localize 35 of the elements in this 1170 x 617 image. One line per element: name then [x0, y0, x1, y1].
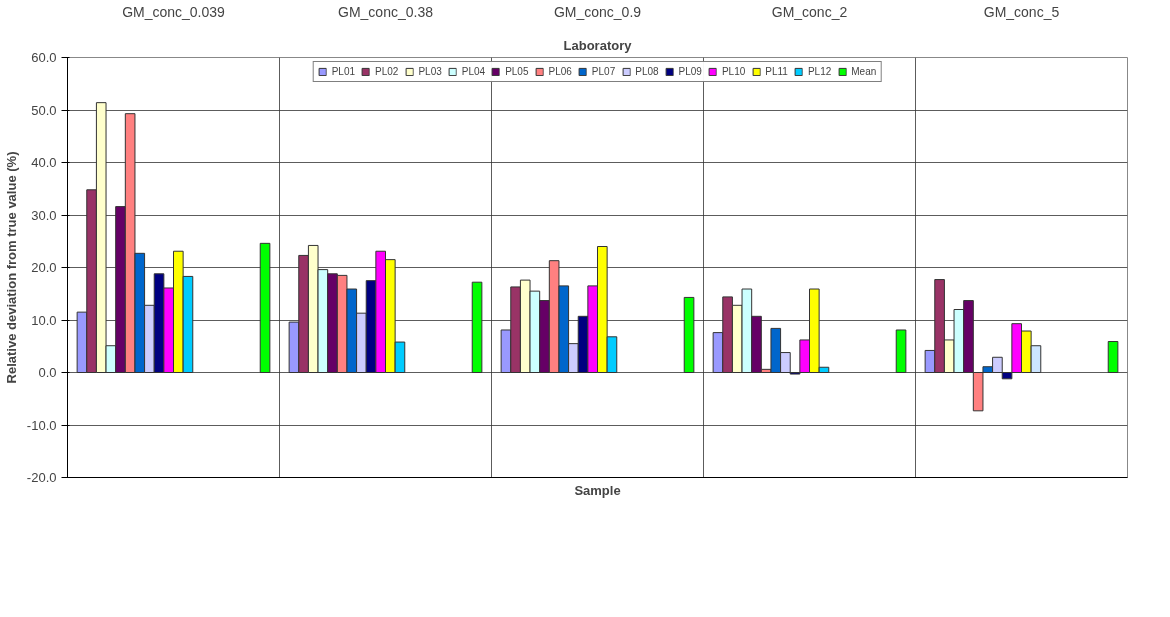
legend-label: PL02	[375, 66, 399, 77]
y-tick-label: 30.0	[31, 207, 57, 223]
bar	[895, 329, 907, 373]
legend-label: PL04	[461, 66, 486, 77]
y-tick-label: 60.0	[31, 50, 57, 65]
legend-label: PL06	[548, 66, 572, 77]
x-tick-label: GM_conc_0.039	[122, 3, 226, 20]
y-tick-label: 10.0	[31, 312, 57, 328]
x-tick-label: GM_conc_0.9	[553, 3, 642, 20]
legend-title: Laboratory	[563, 37, 633, 53]
legend-label: PL12	[807, 66, 832, 77]
legend-label: Mean	[851, 66, 877, 77]
legend-label: PL01	[331, 66, 356, 77]
legend-label: PL09	[678, 66, 702, 77]
legend-label: PL08	[635, 66, 659, 77]
legend-label: PL03	[418, 66, 442, 77]
bar	[683, 296, 695, 373]
bar	[1107, 341, 1119, 373]
x-axis-title: Sample	[574, 482, 621, 498]
y-tick-label: 20.0	[31, 260, 57, 275]
x-tick-label: GM_conc_2	[771, 3, 848, 20]
bar	[471, 281, 483, 373]
y-tick-label: -10.0	[26, 417, 57, 433]
x-tick-label: GM_conc_0.38	[338, 3, 434, 20]
y-tick-label: 0.0	[38, 365, 57, 380]
bar	[259, 242, 271, 373]
y-tick-label: 40.0	[31, 155, 57, 170]
legend-label: PL05	[505, 66, 529, 77]
legend-label: PL07	[591, 66, 616, 77]
y-tick-label: 50.0	[31, 102, 57, 118]
x-tick-label: GM_conc_5	[983, 3, 1060, 20]
legend-label: PL11	[765, 66, 788, 77]
legend-label: PL10	[721, 66, 746, 77]
y-tick-label: -20.0	[26, 470, 57, 485]
y-axis-title: Relative deviation from true value (%)	[3, 151, 19, 384]
